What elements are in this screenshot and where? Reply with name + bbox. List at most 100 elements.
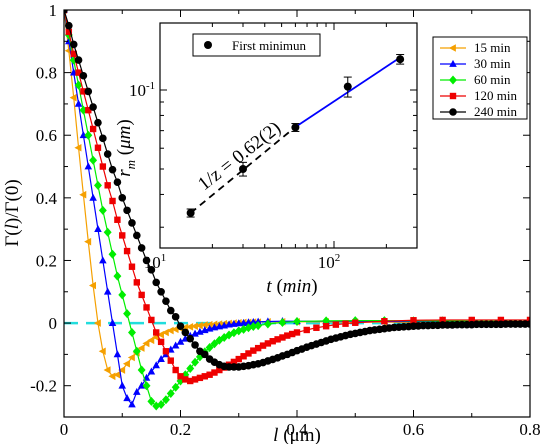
data-point-120-min (322, 323, 330, 330)
data-point-120-min (75, 69, 82, 76)
data-point-15-min (200, 321, 208, 329)
data-point-120-min (313, 324, 320, 331)
data-point-120-min (123, 247, 131, 255)
data-point-240-min (69, 40, 78, 49)
data-point-120-min (114, 216, 121, 223)
data-point-240-min (74, 56, 83, 64)
data-point-240-min (103, 150, 112, 158)
data-point-60-min (171, 382, 180, 392)
data-point-120-min (182, 376, 189, 383)
main-y-tick-label: 1 (49, 1, 58, 20)
data-point-15-min (156, 330, 164, 339)
main-x-tick-label: 0 (60, 420, 69, 439)
data-point-60-min (254, 321, 263, 331)
data-point-120-min (274, 336, 281, 343)
data-point-60-min (263, 319, 272, 329)
data-point-15-min (103, 366, 111, 374)
data-point-120-min (352, 319, 359, 326)
data-point-15-min (98, 347, 106, 356)
data-point-240-min (162, 297, 170, 305)
data-point-240-min (191, 341, 199, 349)
inset-legend-marker (204, 41, 212, 49)
data-point-120-min (191, 376, 199, 383)
data-point-120-min (109, 197, 116, 205)
data-point-240-min (128, 219, 136, 227)
data-point-120-min (332, 321, 340, 328)
data-point-60-min (128, 327, 136, 337)
data-point-30-min (79, 131, 88, 139)
data-point-120-min (85, 106, 92, 114)
inset-data-point (186, 208, 195, 217)
data-point-120-min (187, 377, 194, 385)
data-point-30-min (147, 367, 156, 375)
legend-label-15-min: 15 min (474, 40, 511, 55)
data-point-15-min (88, 281, 97, 290)
main-y-tick-label: 0.2 (36, 251, 57, 270)
data-point-240-min (113, 178, 122, 186)
data-point-240-min (84, 87, 93, 96)
inset-data-point (239, 164, 248, 173)
data-point-60-min (157, 399, 166, 409)
data-point-120-min (526, 316, 530, 324)
data-point-60-min (205, 342, 214, 352)
data-point-120-min (211, 369, 218, 376)
data-point-120-min (80, 88, 87, 95)
data-point-60-min (161, 395, 170, 405)
series-60-min (64, 10, 530, 411)
inset-y-tick-label: 10-1 (129, 80, 155, 100)
data-point-30-min (123, 394, 131, 402)
data-point-240-min (171, 313, 180, 321)
data-point-120-min (468, 316, 475, 324)
series-240-min (64, 10, 530, 371)
inset-data-point (291, 123, 300, 132)
data-point-120-min (128, 263, 136, 270)
inset-y-axis-label: rm (μm) (114, 119, 138, 176)
data-point-240-min (94, 118, 102, 127)
data-point-30-min (133, 387, 141, 395)
inset-x-axis-label: t (min) (266, 276, 317, 297)
data-point-120-min (196, 374, 204, 382)
data-point-30-min (108, 318, 117, 326)
data-point-15-min (195, 321, 203, 330)
data-point-15-min (205, 320, 213, 329)
data-point-120-min (65, 28, 73, 36)
data-point-120-min (143, 304, 150, 311)
data-point-120-min (279, 334, 286, 341)
data-point-60-min (142, 381, 151, 391)
data-point-60-min (293, 317, 301, 327)
legend-frame (432, 36, 528, 120)
data-point-240-min (176, 322, 185, 331)
data-point-120-min (230, 358, 238, 366)
data-point-60-min (123, 309, 132, 319)
data-point-240-min (64, 10, 68, 14)
data-point-120-min (206, 371, 213, 378)
data-point-60-min (84, 130, 93, 140)
data-point-120-min (259, 342, 267, 349)
data-point-120-min (342, 320, 349, 327)
inset-legend-frame (192, 33, 321, 57)
data-point-30-min (103, 287, 112, 295)
data-point-30-min (74, 99, 83, 107)
data-point-120-min (133, 279, 141, 286)
data-point-120-min (89, 125, 97, 133)
data-point-60-min (93, 180, 102, 190)
data-point-240-min (137, 244, 146, 252)
inset-legend: First minimun (192, 33, 321, 57)
legend-marker-30-min (449, 59, 457, 67)
data-point-60-min (108, 249, 117, 259)
data-point-60-min (225, 330, 233, 340)
data-point-240-min (89, 103, 97, 111)
data-point-30-min (118, 381, 127, 389)
data-point-240-min (157, 287, 165, 296)
data-point-120-min (177, 373, 184, 380)
data-point-15-min (84, 237, 92, 246)
data-point-120-min (497, 316, 505, 324)
legend-marker-60-min (449, 75, 457, 85)
data-point-240-min (147, 266, 156, 274)
data-point-60-min (166, 389, 175, 399)
data-point-120-min (264, 340, 272, 347)
data-point-120-min (119, 232, 126, 239)
data-point-60-min (98, 205, 107, 215)
main-y-tick-label: 0.4 (36, 189, 58, 208)
